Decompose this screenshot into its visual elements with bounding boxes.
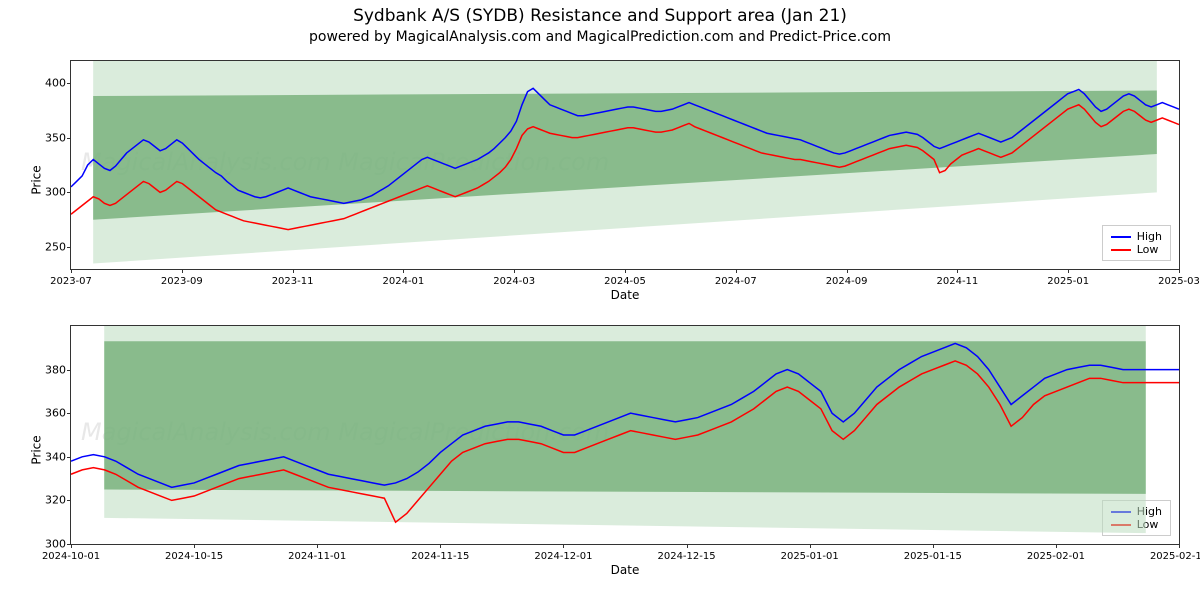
- legend-box: High Low: [1102, 225, 1171, 261]
- chart-panel-bottom: MagicalAnalysis.com MagicalPrediction.co…: [70, 325, 1180, 575]
- plot-area-top: MagicalAnalysis.com MagicalPrediction.co…: [70, 60, 1180, 270]
- x-tick-label: 2024-10-01: [42, 551, 100, 562]
- x-tick-label: 2023-09: [161, 276, 203, 287]
- y-axis-label-bottom: Price: [30, 435, 44, 464]
- legend-item-high: High: [1111, 230, 1162, 243]
- x-tick-label: 2024-12-01: [534, 551, 592, 562]
- x-tick-label: 2025-03: [1158, 276, 1200, 287]
- legend-swatch-low: [1111, 249, 1131, 251]
- x-tick-label: 2024-09: [826, 276, 868, 287]
- x-tick-label: 2025-01-15: [904, 551, 962, 562]
- x-tick-label: 2024-01: [382, 276, 424, 287]
- x-tick-label: 2024-03: [493, 276, 535, 287]
- x-axis-label-top: Date: [611, 288, 640, 302]
- y-tick-label: 250: [31, 241, 66, 254]
- x-tick-label: 2024-11-15: [411, 551, 469, 562]
- chart-panel-top: MagicalAnalysis.com MagicalPrediction.co…: [70, 60, 1180, 300]
- legend-swatch-high: [1111, 511, 1131, 513]
- x-tick-label: 2024-12-15: [657, 551, 715, 562]
- legend-box: High Low: [1102, 500, 1171, 536]
- x-tick-label: 2024-10-15: [165, 551, 223, 562]
- x-tick-label: 2025-01-01: [781, 551, 839, 562]
- watermark-text: MagicalAnalysis.com MagicalPrediction.co…: [81, 418, 609, 446]
- x-tick-label: 2025-02-15: [1150, 551, 1200, 562]
- legend-swatch-high: [1111, 236, 1131, 238]
- x-tick-label: 2024-07: [715, 276, 757, 287]
- legend-label-low: Low: [1137, 243, 1159, 256]
- y-tick-label: 380: [31, 363, 66, 376]
- watermark-text: MagicalAnalysis.com MagicalPrediction.co…: [81, 148, 609, 176]
- x-tick-label: 2024-11-01: [288, 551, 346, 562]
- legend-label-low: Low: [1137, 518, 1159, 531]
- legend-item-low: Low: [1111, 518, 1162, 531]
- x-tick-label: 2024-11: [936, 276, 978, 287]
- chart-title: Sydbank A/S (SYDB) Resistance and Suppor…: [0, 6, 1200, 26]
- y-tick-label: 350: [31, 131, 66, 144]
- chart-subtitle: powered by MagicalAnalysis.com and Magic…: [0, 29, 1200, 45]
- x-tick-label: 2024-05: [604, 276, 646, 287]
- x-tick-label: 2025-02-01: [1027, 551, 1085, 562]
- legend-item-low: Low: [1111, 243, 1162, 256]
- legend-label-high: High: [1137, 230, 1162, 243]
- y-axis-label-top: Price: [30, 165, 44, 194]
- legend-label-high: High: [1137, 505, 1162, 518]
- y-tick-label: 360: [31, 407, 66, 420]
- legend-swatch-low: [1111, 524, 1131, 526]
- x-tick-label: 2023-07: [50, 276, 92, 287]
- plot-area-bottom: MagicalAnalysis.com MagicalPrediction.co…: [70, 325, 1180, 545]
- y-tick-label: 400: [31, 76, 66, 89]
- legend-item-high: High: [1111, 505, 1162, 518]
- y-tick-label: 300: [31, 538, 66, 551]
- x-axis-label-bottom: Date: [611, 563, 640, 577]
- y-tick-label: 320: [31, 494, 66, 507]
- x-tick-label: 2025-01: [1047, 276, 1089, 287]
- x-tick-label: 2023-11: [272, 276, 314, 287]
